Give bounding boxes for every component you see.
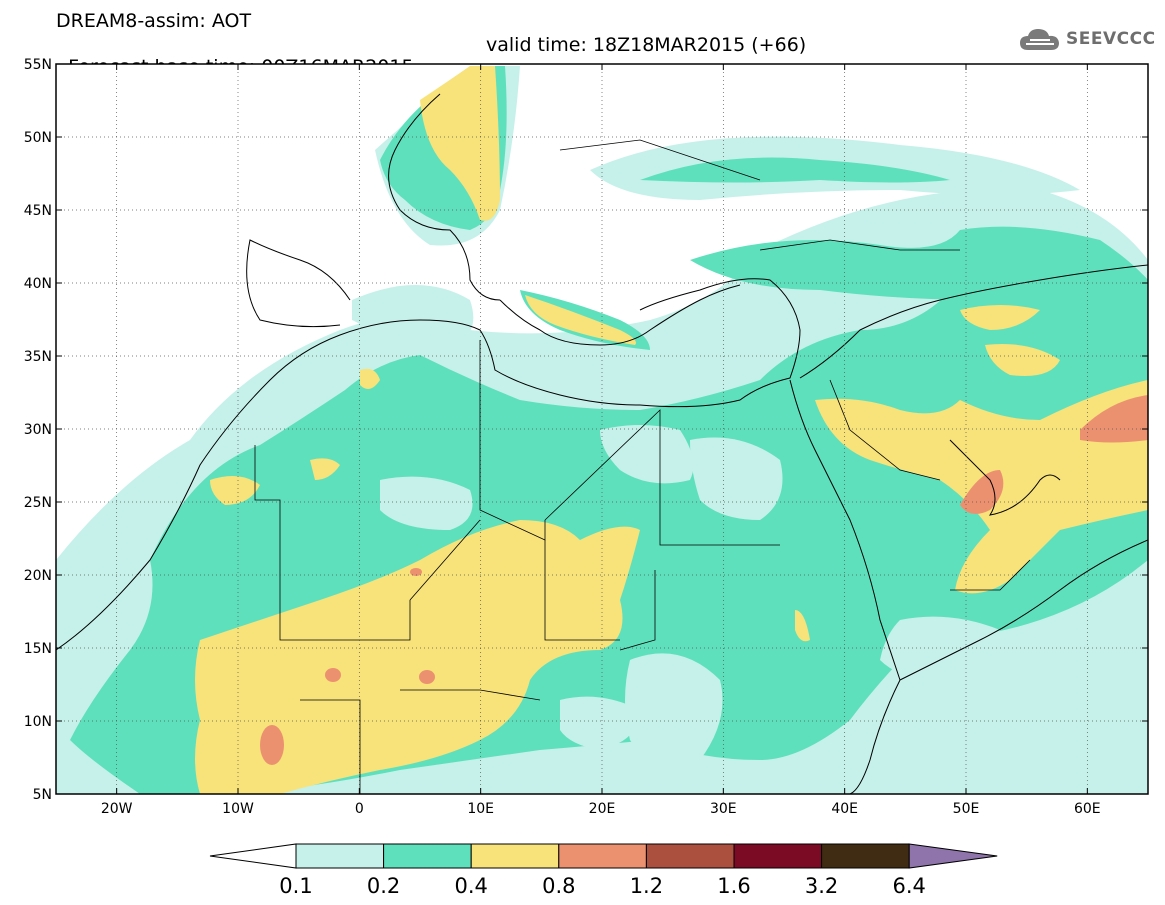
lat-label: 20N (24, 568, 52, 584)
colorbar-high-arrow (908, 843, 998, 869)
country-borders (254, 139, 1031, 794)
lat-label: 5N (33, 787, 52, 803)
colorbar-bin (645, 843, 735, 869)
coastlines (56, 93, 1148, 794)
valid-time-text: valid time: 18Z18MAR2015 (+66) (486, 34, 807, 56)
aot-band-0.8 (260, 395, 1148, 765)
lat-label: 15N (24, 641, 52, 657)
colorbar-low-arrow (209, 843, 297, 869)
lat-label: 55N (24, 57, 52, 73)
lon-label: 40E (831, 801, 858, 817)
colorbar-bin (295, 843, 385, 869)
graticule (56, 63, 1148, 795)
colorbar-label: 1.2 (630, 874, 663, 898)
lon-label: 30E (710, 801, 737, 817)
lon-label: 10E (467, 801, 494, 817)
longitude-labels: 20W 10W 0 10E 20E 30E 40E 50E 60E (101, 801, 1101, 817)
seevccc-logo: SEEVCCC (1018, 24, 1156, 54)
colorbar-bin (558, 843, 647, 869)
lon-label: 10W (222, 801, 254, 817)
lon-label: 50E (953, 801, 980, 817)
colorbar-bin (470, 843, 560, 869)
colorbar-label: 1.6 (717, 874, 750, 898)
lat-label: 30N (24, 422, 52, 438)
colorbar: 0.1 0.2 0.4 0.8 1.2 1.6 3.2 6.4 (209, 843, 998, 898)
colorbar-label: 3.2 (805, 874, 838, 898)
lat-label: 25N (24, 495, 52, 511)
colorbar-label: 0.8 (542, 874, 575, 898)
lon-label: 0 (355, 801, 364, 817)
colorbar-label: 0.1 (279, 874, 312, 898)
colorbar-label: 0.2 (367, 874, 400, 898)
lat-label: 45N (24, 203, 52, 219)
lat-label: 35N (24, 349, 52, 365)
lat-label: 50N (24, 130, 52, 146)
colorbar-bin (733, 843, 823, 869)
latitude-labels: 55N 50N 45N 40N 35N 30N 25N 20N 15N 10N 5N (24, 57, 52, 803)
colorbar-bin (383, 843, 472, 869)
colorbar-label: 0.4 (454, 874, 487, 898)
colorbar-bin (821, 843, 910, 869)
map-frame (55, 63, 1149, 795)
map-title: DREAM8-assim: AOT (56, 10, 252, 32)
lat-label: 10N (24, 714, 52, 730)
lon-label: 20W (101, 801, 133, 817)
cloud-icon (1020, 29, 1059, 50)
lon-label: 20E (589, 801, 616, 817)
logo-text: SEEVCCC (1066, 29, 1156, 49)
lat-label: 40N (24, 276, 52, 292)
lon-label: 60E (1074, 801, 1101, 817)
colorbar-label: 6.4 (892, 874, 925, 898)
